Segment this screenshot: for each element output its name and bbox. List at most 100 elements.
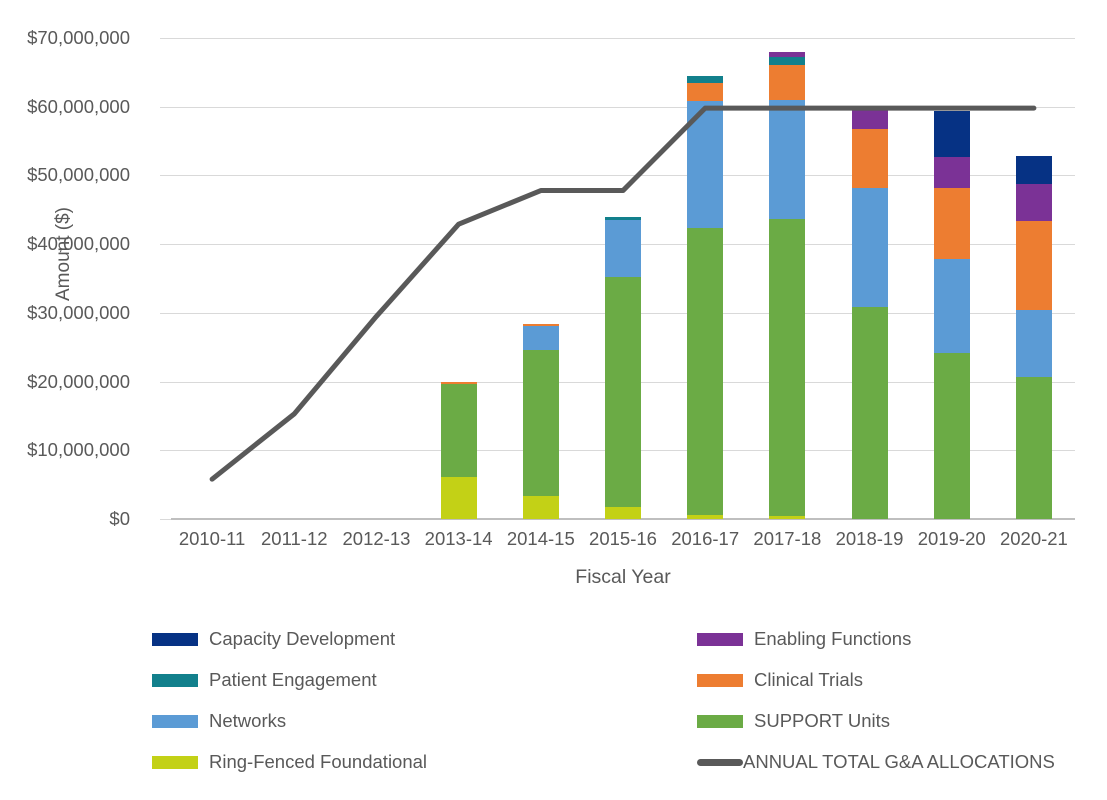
bar-column[interactable]: [933, 38, 970, 519]
bar-segment[interactable]: [687, 82, 724, 102]
bar-column[interactable]: [687, 38, 724, 519]
legend-item[interactable]: Clinical Trials: [697, 669, 1055, 691]
bar-segment[interactable]: [440, 383, 477, 477]
y-tick-mark: [160, 106, 171, 108]
bar-segment[interactable]: [933, 110, 970, 157]
bar-segment[interactable]: [769, 51, 806, 58]
legend-color-swatch: [152, 632, 198, 646]
bar-segment[interactable]: [933, 156, 970, 188]
bar-column[interactable]: [440, 38, 477, 519]
bar-segment[interactable]: [851, 129, 888, 188]
bar-segment[interactable]: [1015, 156, 1052, 184]
bar-column[interactable]: [605, 38, 641, 519]
legend-color-swatch: [697, 714, 743, 728]
bar-segment[interactable]: [851, 306, 888, 519]
legend-line-swatch: [697, 758, 743, 766]
x-tick-label: 2010-11: [178, 528, 246, 549]
bar-segment[interactable]: [605, 220, 641, 278]
y-tick-mark: [160, 450, 171, 452]
y-tick-label: $70,000,000: [27, 27, 130, 48]
bar-segment[interactable]: [605, 277, 641, 507]
bar-column[interactable]: [522, 38, 559, 519]
bar-segment[interactable]: [933, 187, 970, 260]
legend-label: SUPPORT Units: [754, 710, 891, 731]
legend-item[interactable]: SUPPORT Units: [697, 710, 1055, 732]
bar-segment[interactable]: [1015, 220, 1052, 311]
y-tick-mark: [160, 381, 171, 383]
x-tick-label: 2016-17: [671, 528, 740, 549]
y-tick-mark: [160, 519, 171, 520]
legend-color-swatch: [697, 673, 743, 687]
x-tick-label: 2013-14: [424, 528, 493, 549]
y-tick-mark: [160, 312, 171, 314]
y-tick-label: $40,000,000: [27, 233, 130, 255]
bar-segment[interactable]: [687, 76, 724, 83]
bar-segment[interactable]: [769, 65, 806, 100]
legend-label: Enabling Functions: [754, 628, 912, 649]
legend-item[interactable]: Ring-Fenced Foundational: [152, 751, 697, 773]
y-tick-mark: [160, 244, 171, 246]
bar-column[interactable]: [1015, 38, 1052, 519]
legend-item[interactable]: ANNUAL TOTAL G&A ALLOCATIONS: [697, 751, 1055, 773]
legend-label: Ring-Fenced Foundational: [209, 751, 428, 772]
y-tick-label: $60,000,000: [27, 95, 130, 117]
legend-item[interactable]: Networks: [152, 710, 697, 732]
x-tick-label: 2011-12: [261, 528, 328, 549]
y-tick-mark: [160, 38, 171, 39]
legend-label: Capacity Development: [209, 628, 396, 649]
bar-segment[interactable]: [1015, 310, 1052, 378]
legend-color-swatch: [152, 673, 198, 687]
legend-label: ANNUAL TOTAL G&A ALLOCATIONS: [743, 751, 1055, 772]
bar-segment[interactable]: [851, 106, 888, 130]
bar-segment[interactable]: [769, 99, 806, 219]
bar-segment[interactable]: [687, 101, 724, 229]
x-axis: 2010-11 2011-12 2012-13 2013-14 2014-15 2015-…: [171, 528, 1075, 558]
bar-segment[interactable]: [440, 476, 477, 519]
legend-item[interactable]: Patient Engagement: [152, 669, 697, 691]
bar-segment[interactable]: [522, 326, 559, 351]
bar-segment[interactable]: [769, 218, 806, 516]
legend-item[interactable]: Capacity Development: [152, 628, 697, 650]
bar-segment[interactable]: [522, 495, 559, 519]
gridline: [171, 38, 1075, 39]
x-tick-label: 2015-16: [589, 528, 657, 549]
chart-legend: Capacity Development Enabling Functions Pa…: [152, 628, 1055, 773]
legend-color-swatch: [697, 632, 743, 646]
y-axis: Amount ($) $0 $10,000,000 $20,000,000 $30,0…: [0, 0, 171, 800]
bar-segment[interactable]: [440, 381, 477, 384]
bar-column[interactable]: [851, 38, 888, 519]
bar-segment[interactable]: [1015, 183, 1052, 221]
bar-column[interactable]: [769, 38, 806, 519]
bar-segment[interactable]: [522, 350, 559, 496]
bar-segment[interactable]: [933, 352, 970, 519]
legend-item[interactable]: Enabling Functions: [697, 628, 1055, 650]
bar-segment[interactable]: [687, 228, 724, 515]
bar-segment[interactable]: [605, 506, 641, 519]
x-tick-label: 2018-19: [835, 528, 904, 549]
y-tick-label: $0: [109, 508, 130, 529]
bar-segment[interactable]: [769, 515, 806, 519]
y-tick-label: $30,000,000: [27, 301, 130, 323]
x-tick-label: 2020-21: [999, 528, 1068, 549]
bar-segment[interactable]: [522, 323, 559, 327]
legend-color-swatch: [152, 755, 198, 769]
bar-segment[interactable]: [933, 259, 970, 353]
y-tick-mark: [160, 175, 171, 177]
x-tick-label: 2019-20: [917, 528, 986, 549]
bar-segment[interactable]: [687, 514, 724, 519]
y-tick-label: $50,000,000: [27, 164, 130, 186]
x-axis-title: Fiscal Year: [575, 566, 671, 588]
bar-segment[interactable]: [769, 57, 806, 66]
x-tick-label: 2017-18: [753, 528, 822, 549]
x-tick-label: 2012-13: [342, 528, 411, 549]
y-tick-label: $10,000,000: [27, 439, 130, 461]
legend-color-swatch: [152, 714, 198, 728]
bar-segment[interactable]: [851, 187, 888, 307]
x-tick-label: 2014-15: [506, 528, 575, 549]
legend-label: Patient Engagement: [209, 669, 377, 690]
bar-segment[interactable]: [1015, 377, 1052, 519]
plot-area: [171, 38, 1075, 520]
bar-segment[interactable]: [605, 216, 641, 221]
x-axis-line: [171, 518, 1075, 520]
